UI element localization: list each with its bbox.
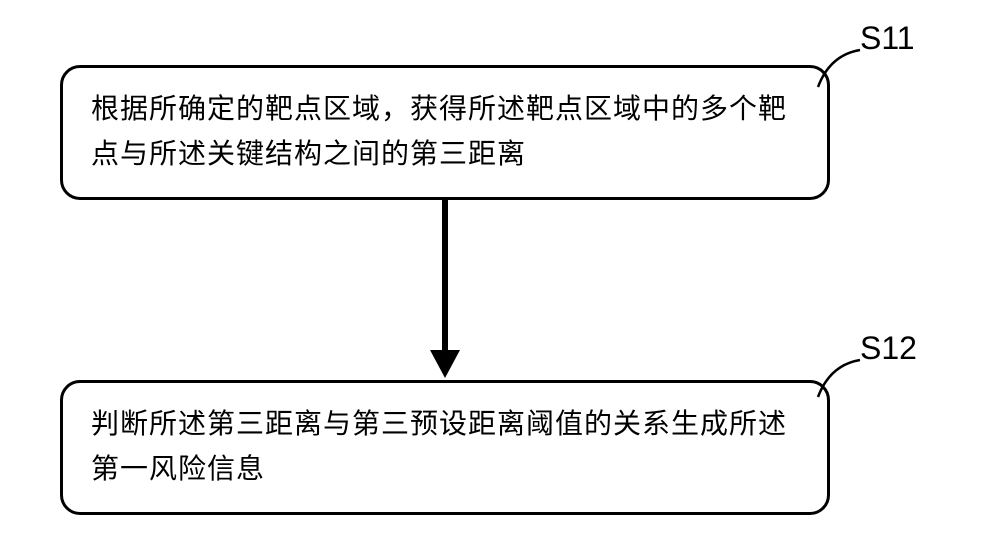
- label-connector-s12: [810, 355, 870, 405]
- flowchart-node-s11: 根据所确定的靶点区域，获得所述靶点区域中的多个靶点与所述关键结构之间的第三距离: [60, 65, 830, 200]
- flowchart-container: 根据所确定的靶点区域，获得所述靶点区域中的多个靶点与所述关键结构之间的第三距离 …: [60, 30, 940, 520]
- node-text: 根据所确定的靶点区域，获得所述靶点区域中的多个靶点与所述关键结构之间的第三距离: [91, 88, 799, 178]
- flow-arrow-head: [430, 350, 460, 378]
- flow-arrow-line: [442, 200, 448, 355]
- flowchart-node-s12: 判断所述第三距离与第三预设距离阈值的关系生成所述第一风险信息: [60, 380, 830, 515]
- label-connector-s11: [810, 45, 870, 95]
- node-text: 判断所述第三距离与第三预设距离阈值的关系生成所述第一风险信息: [91, 403, 799, 493]
